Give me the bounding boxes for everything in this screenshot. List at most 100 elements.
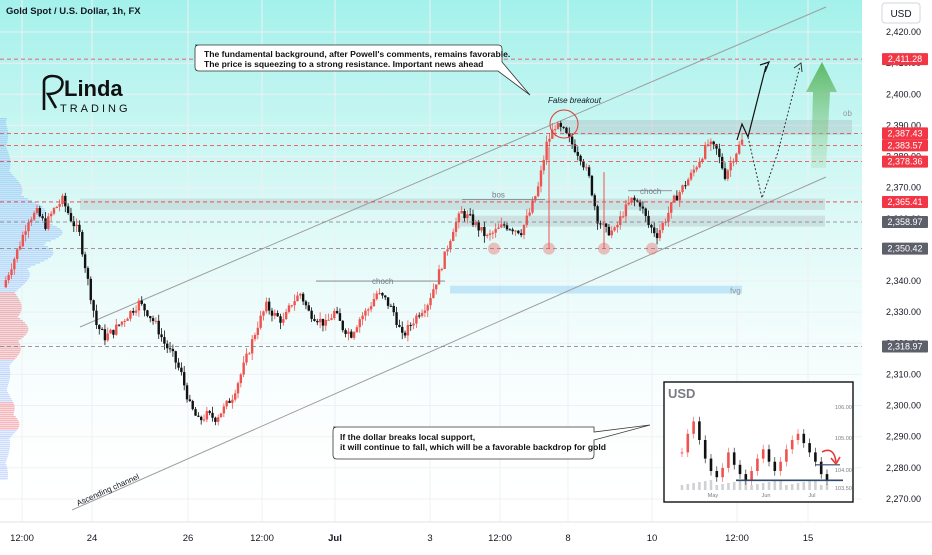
candle-body [166, 343, 169, 349]
volume-bar [0, 190, 23, 192]
candle-body [403, 332, 407, 336]
candle-body [412, 323, 415, 326]
candle-body [658, 230, 662, 239]
volume-bar [0, 302, 21, 304]
price-tick: 2,280.00 [886, 463, 921, 473]
candle-body [423, 310, 427, 313]
level-value: 2,318.97 [887, 342, 922, 352]
candle-body [236, 383, 240, 394]
fvg-zone [450, 285, 742, 294]
candle-body [103, 329, 107, 341]
volume-bar [0, 144, 7, 146]
candle-body [737, 144, 741, 154]
volume-bar [0, 450, 10, 452]
inset-volume [686, 484, 690, 490]
candle-body [61, 195, 64, 205]
volume-bar [0, 298, 19, 300]
volume-bar [0, 200, 33, 202]
volume-bar [0, 326, 28, 328]
candle-body [653, 227, 656, 234]
time-tick: 26 [183, 533, 194, 544]
candle-body [667, 212, 670, 222]
candle-body [712, 141, 715, 145]
candle-body [197, 415, 200, 417]
volume-bar [0, 416, 16, 418]
candle-body [488, 233, 492, 236]
price-tick: 2,270.00 [886, 494, 921, 504]
inset-volume [680, 485, 684, 490]
volume-bar [0, 362, 12, 364]
volume-bar [0, 372, 11, 374]
candle-body [171, 348, 175, 352]
volume-bar [0, 230, 63, 232]
candle-body [66, 206, 70, 214]
volume-bar [0, 166, 11, 168]
volume-bar [0, 150, 8, 152]
candle-body [661, 222, 664, 231]
candle-body [675, 195, 679, 201]
volume-bar [0, 400, 13, 402]
volume-bar [0, 324, 27, 326]
volume-bar [0, 428, 18, 430]
candle-body [723, 168, 727, 179]
candle-body [471, 214, 475, 225]
volume-bar [0, 198, 28, 200]
candle-body [636, 200, 639, 202]
volume-bar [0, 152, 9, 154]
candle-body [610, 230, 613, 236]
candle-body [123, 320, 126, 322]
volume-bar [0, 136, 9, 138]
volume-bar [0, 436, 11, 438]
volume-bar [0, 396, 11, 398]
candle-body [389, 305, 393, 307]
candle-body [477, 222, 480, 231]
volume-bar [0, 224, 53, 226]
candle-body [386, 297, 390, 306]
inset-candle [767, 449, 771, 462]
inset-volume [790, 484, 794, 490]
candle-body [248, 353, 251, 355]
candle-body [109, 329, 112, 334]
usd-inset-chart: USD 106.00 105.00 104.00 103.50 May Jun Jul [663, 381, 854, 503]
candle-body [47, 216, 50, 229]
candle-body [310, 310, 313, 319]
candle-body [276, 313, 279, 317]
candle-body [115, 324, 118, 335]
volume-bar [0, 380, 10, 382]
inset-candle [819, 461, 823, 475]
candle-body [418, 315, 421, 317]
candle-body [126, 318, 129, 321]
candle-body [437, 269, 441, 285]
inset-xtick: May [708, 493, 719, 499]
candle-body [214, 417, 217, 422]
candle-body [38, 208, 42, 217]
volume-bar [0, 248, 51, 250]
candle-body [650, 224, 653, 228]
candle-body [83, 254, 87, 269]
volume-bar [0, 188, 23, 190]
currency-button[interactable]: USD [881, 2, 921, 24]
volume-bar [0, 432, 15, 434]
volume-bar [0, 320, 23, 322]
zones: ob fvg [80, 109, 852, 295]
logo-text-top: Linda [64, 76, 123, 101]
candle-body [698, 161, 701, 168]
inset-candle [680, 452, 684, 454]
volume-bar [0, 410, 15, 412]
candle-body [432, 289, 435, 298]
volume-bar [0, 446, 10, 448]
volume-bar [0, 252, 54, 254]
inset-candle [756, 458, 759, 471]
candle-body [256, 327, 260, 336]
volume-bar [0, 374, 11, 376]
candle-body [21, 234, 25, 247]
candle-body [726, 170, 730, 179]
inset-candle [779, 461, 782, 471]
candle-body [525, 215, 529, 225]
candle-body [52, 208, 56, 214]
candle-body [545, 141, 548, 160]
volume-bar [0, 126, 7, 128]
volume-bar [0, 478, 8, 480]
